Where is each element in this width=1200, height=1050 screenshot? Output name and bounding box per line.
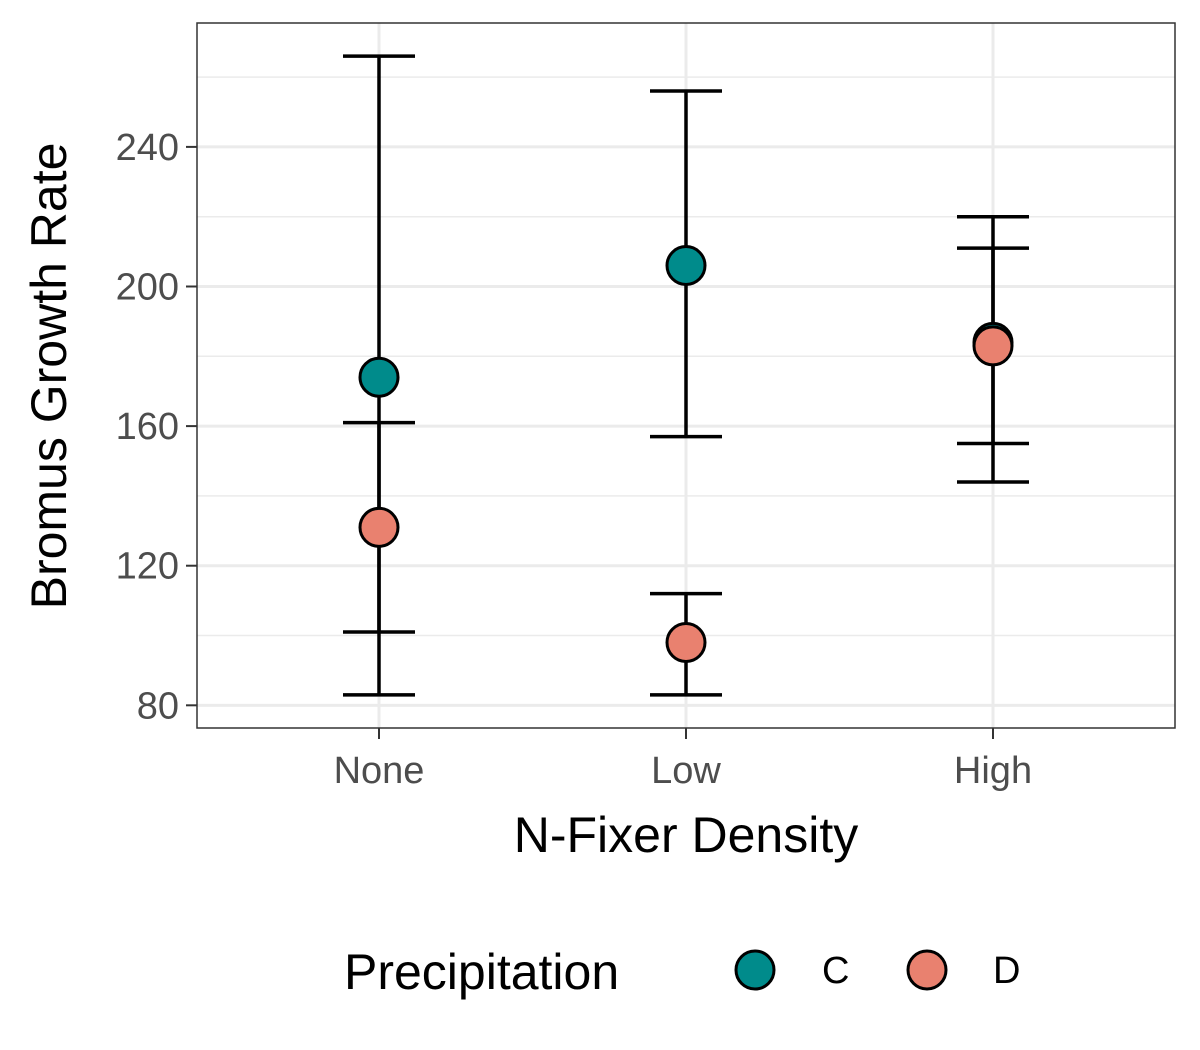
x-tick-label: Low (651, 750, 721, 792)
legend-key-symbol (906, 949, 948, 991)
data-point (665, 245, 707, 287)
y-tick-label: 200 (116, 267, 179, 309)
x-tick-label: None (334, 750, 425, 792)
y-tick-label: 80 (137, 685, 179, 727)
y-tick-label: 240 (116, 127, 179, 169)
legend-key-symbol (734, 949, 776, 991)
legend: Precipitation C D (344, 944, 1020, 1000)
legend-key-label: D (993, 950, 1020, 992)
y-tick-label: 120 (116, 546, 179, 588)
data-points (358, 245, 1014, 663)
data-point (358, 506, 400, 548)
y-axis: 80 120 160 200 240 (116, 127, 197, 727)
data-point (972, 325, 1014, 367)
x-axis-title: N-Fixer Density (514, 807, 858, 863)
y-tick-label: 160 (116, 406, 179, 448)
y-axis-title: Bromus Growth Rate (21, 143, 77, 610)
legend-key-label: C (822, 950, 849, 992)
x-tick-label: High (954, 750, 1032, 792)
x-axis: None Low High (334, 728, 1032, 792)
data-point (665, 621, 707, 663)
data-point (358, 356, 400, 398)
legend-title: Precipitation (344, 944, 619, 1000)
